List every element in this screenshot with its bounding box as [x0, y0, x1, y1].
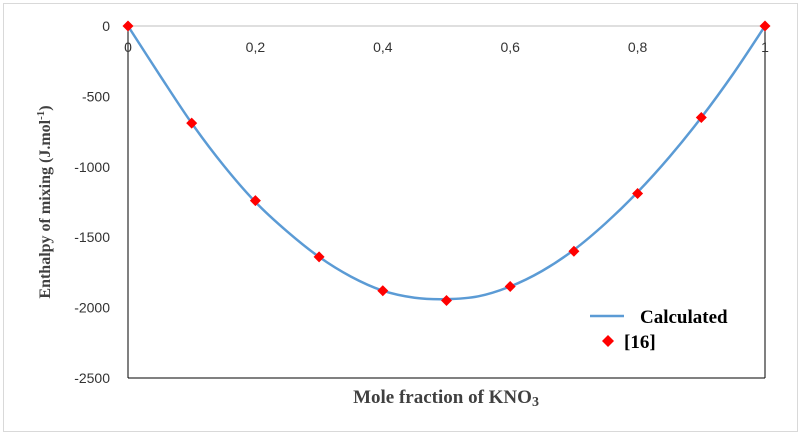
x-tick-label: 0,8 [628, 39, 648, 55]
y-tick-label: -2000 [74, 300, 110, 316]
y-tick-label: -2500 [74, 370, 110, 386]
x-tick-label: 0,4 [373, 39, 393, 55]
chart-frame [3, 3, 798, 432]
reference-point [377, 285, 389, 297]
x-tick-labels: 0 0,2 0,4 0,6 0,8 1 [124, 39, 769, 55]
x-axis-title-subscript: 3 [532, 395, 539, 410]
legend-label-calculated: Calculated [640, 307, 728, 328]
legend-marker-swatch [602, 335, 614, 347]
x-tick-label: 0,6 [500, 39, 520, 55]
y-tick-label: -1000 [74, 159, 110, 175]
reference-point [695, 112, 707, 124]
reference-point [759, 20, 771, 32]
reference-point [186, 117, 198, 129]
reference-point [504, 280, 516, 292]
y-tick-label: -1500 [74, 229, 110, 245]
y-axis-title: Enthalpy of mixing (J.mol-1) [35, 105, 54, 298]
y-tick-label: -500 [82, 88, 110, 104]
x-tick-label: 0 [124, 39, 132, 55]
x-tick-label: 0,2 [246, 39, 266, 55]
x-axis-title: Mole fraction of KNO3 [353, 387, 539, 410]
y-axis-title-text: Enthalpy of mixing (J.mol [37, 119, 54, 298]
reference-series [122, 20, 771, 307]
reference-point [441, 295, 452, 307]
reference-point [249, 195, 261, 207]
reference-point [632, 188, 644, 200]
y-axis-title-end: ) [37, 105, 54, 110]
y-tick-label: 0 [102, 18, 110, 34]
x-axis-title-text: Mole fraction of KNO [353, 387, 532, 408]
reference-point [122, 20, 134, 32]
x-tick-label: 1 [761, 39, 769, 55]
reference-point [313, 251, 325, 263]
y-axis-title-superscript: -1 [35, 111, 47, 120]
reference-point [568, 245, 580, 257]
legend: Calculated [16] [590, 307, 728, 353]
y-tick-labels: 0 -500 -1000 -1500 -2000 -2500 [74, 18, 110, 386]
legend-label-reference: [16] [624, 332, 656, 353]
